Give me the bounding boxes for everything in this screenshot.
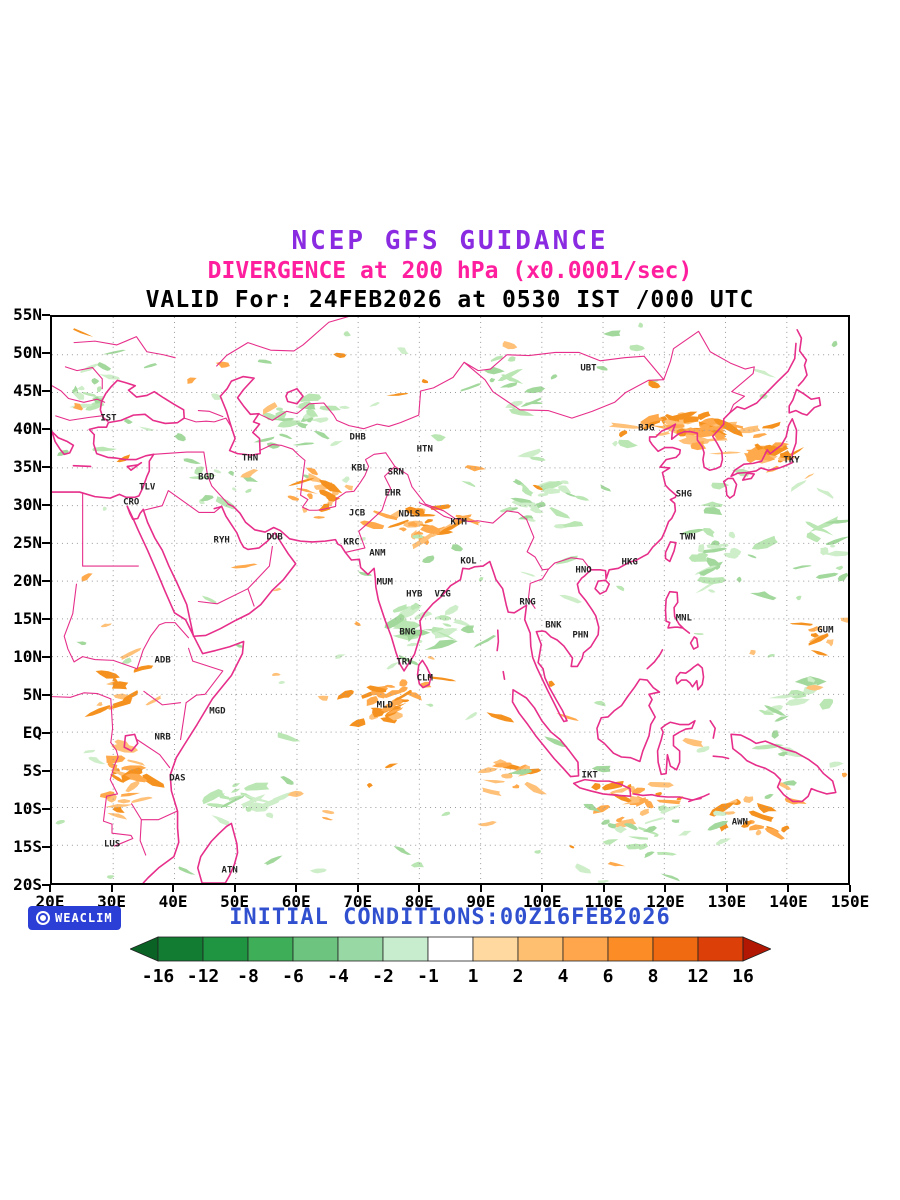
lat-label-50N: 50N <box>13 343 42 362</box>
colorbar-value-6: 6 <box>602 966 614 987</box>
colorbar-value--12: -12 <box>186 966 220 987</box>
lon-label-90E: 90E <box>466 892 496 911</box>
logo-globe-icon <box>36 911 50 925</box>
lat-tick <box>42 770 50 772</box>
colorbar-value-16: 16 <box>732 966 754 987</box>
lat-tick <box>42 656 50 658</box>
lon-label-40E: 40E <box>158 892 188 911</box>
lat-tick <box>42 732 50 734</box>
lon-label-60E: 60E <box>281 892 311 911</box>
lat-tick <box>42 466 50 468</box>
lat-label-5N: 5N <box>22 685 42 704</box>
lon-tick <box>787 885 790 892</box>
lat-label-25N: 25N <box>13 533 42 552</box>
lon-tick <box>418 885 421 892</box>
lat-label-EQ: EQ <box>22 723 42 742</box>
lon-label-140E: 140E <box>769 892 808 911</box>
lon-label-70E: 70E <box>343 892 373 911</box>
colorbar <box>128 936 773 962</box>
lat-label-15N: 15N <box>13 609 42 628</box>
model-title: NCEP GFS GUIDANCE <box>291 226 609 256</box>
lat-tick <box>42 428 50 430</box>
colorbar-value-12: 12 <box>687 966 709 987</box>
map-canvas <box>52 317 848 883</box>
lat-label-55N: 55N <box>13 305 42 324</box>
lon-tick <box>49 885 51 892</box>
lon-label-50E: 50E <box>220 892 250 911</box>
lat-label-40N: 40N <box>13 419 42 438</box>
lat-tick <box>42 352 50 354</box>
lat-tick <box>42 808 50 810</box>
field-title: DIVERGENCE at 200 hPa (x0.0001/sec) <box>207 258 693 284</box>
lat-tick <box>42 846 50 848</box>
initial-conditions-text: INITIAL CONDITIONS:00Z16FEB2026 <box>229 905 671 930</box>
lon-tick <box>479 885 482 892</box>
lon-tick <box>110 885 113 892</box>
lon-tick <box>295 885 298 892</box>
colorbar-value-4: 4 <box>557 966 569 987</box>
colorbar-value--16: -16 <box>141 966 175 987</box>
lat-tick <box>42 694 50 696</box>
lon-label-120E: 120E <box>646 892 685 911</box>
valid-time-title: VALID For: 24FEB2026 at 0530 IST /000 UT… <box>145 287 755 313</box>
lat-tick <box>42 618 50 620</box>
lon-label-150E: 150E <box>830 892 870 911</box>
colorbar-value--6: -6 <box>282 966 304 987</box>
lat-label-20S: 20S <box>13 875 42 894</box>
map-plot-frame <box>50 315 850 885</box>
lat-tick <box>42 884 50 886</box>
lon-tick <box>233 885 236 892</box>
colorbar-value--1: -1 <box>417 966 439 987</box>
lat-label-20N: 20N <box>13 571 42 590</box>
lon-label-100E: 100E <box>523 892 562 911</box>
lon-tick <box>602 885 605 892</box>
lon-tick <box>356 885 359 892</box>
lon-label-80E: 80E <box>404 892 434 911</box>
lon-tick <box>664 885 667 892</box>
lon-tick <box>541 885 544 892</box>
colorbar-scale <box>128 936 773 962</box>
lon-label-110E: 110E <box>584 892 624 911</box>
lat-tick <box>42 580 50 582</box>
colorbar-value-1: 1 <box>467 966 479 987</box>
lat-label-35N: 35N <box>13 457 42 476</box>
lat-label-45N: 45N <box>13 381 42 400</box>
lon-tick <box>849 885 851 892</box>
colorbar-value--4: -4 <box>327 966 349 987</box>
lat-label-10N: 10N <box>13 647 42 666</box>
lat-tick <box>42 504 50 506</box>
lat-label-15S: 15S <box>13 837 42 856</box>
colorbar-value-8: 8 <box>647 966 659 987</box>
colorbar-value--8: -8 <box>237 966 259 987</box>
lat-label-10S: 10S <box>13 799 42 818</box>
lat-tick <box>42 390 50 392</box>
lon-label-130E: 130E <box>707 892 747 911</box>
colorbar-value-2: 2 <box>512 966 524 987</box>
lat-label-30N: 30N <box>13 495 42 514</box>
lon-tick <box>172 885 175 892</box>
colorbar-value--2: -2 <box>372 966 394 987</box>
lat-tick <box>42 314 50 316</box>
weaclim-logo: WEACLIM <box>28 906 121 930</box>
lat-label-5S: 5S <box>22 761 42 780</box>
logo-text: WEACLIM <box>55 911 113 925</box>
lat-tick <box>42 542 50 544</box>
lon-tick <box>725 885 728 892</box>
